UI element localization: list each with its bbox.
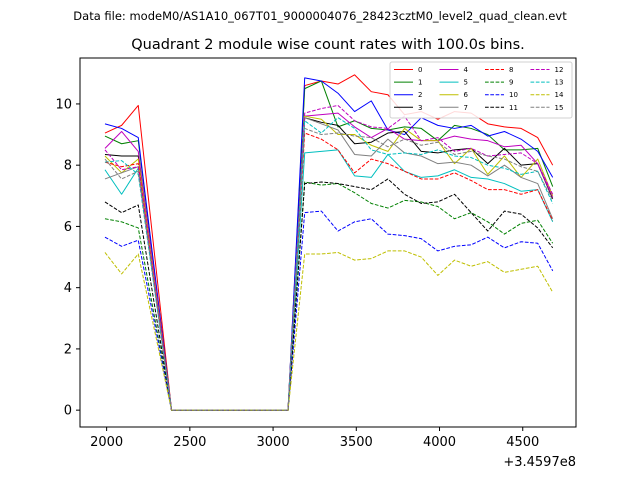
x-tick-label: 4000: [423, 435, 456, 450]
y-tick-label: 8: [64, 159, 72, 174]
legend-label-2: 2: [418, 91, 422, 99]
legend-label-12: 12: [555, 66, 564, 74]
legend-label-5: 5: [464, 79, 468, 87]
legend-label-13: 13: [555, 79, 564, 87]
series-layer: [104, 74, 554, 411]
legend-label-4: 4: [464, 66, 469, 74]
legend-label-11: 11: [509, 104, 518, 112]
ticks-layer: 2000 2500 3000 3500 4000 4500 0 2 4 6 8 10: [55, 97, 539, 450]
legend-label-7: 7: [464, 104, 468, 112]
series-line-15: [104, 127, 554, 411]
legend-label-14: 14: [555, 91, 564, 99]
x-axis-offset-label: +3.4597e8: [503, 455, 576, 470]
x-tick-label: 2000: [90, 435, 123, 450]
legend-label-15: 15: [555, 104, 564, 112]
legend-label-6: 6: [464, 91, 469, 99]
x-tick-label: 3500: [340, 435, 373, 450]
y-tick-label: 0: [64, 404, 72, 419]
legend-label-0: 0: [418, 66, 422, 74]
y-tick-label: 2: [64, 342, 72, 357]
x-tick-label: 3000: [257, 435, 290, 450]
y-tick-label: 4: [64, 281, 72, 296]
x-tick-label: 4500: [506, 435, 539, 450]
y-tick-label: 10: [55, 97, 72, 112]
x-tick-label: 2500: [173, 435, 206, 450]
legend-box: [389, 61, 573, 119]
legend-label-3: 3: [418, 104, 422, 112]
series-line-10: [104, 210, 554, 411]
legend-label-8: 8: [509, 66, 513, 74]
legend-label-1: 1: [418, 79, 422, 87]
chart-title: Quadrant 2 module wise count rates with …: [131, 37, 525, 53]
y-tick-label: 6: [64, 220, 72, 235]
legend-label-9: 9: [509, 79, 513, 87]
axes-frame: [79, 57, 577, 428]
figure-suptitle: Data file: modeM0/AS1A10_067T01_90000040…: [73, 9, 567, 23]
legend-label-10: 10: [509, 91, 518, 99]
